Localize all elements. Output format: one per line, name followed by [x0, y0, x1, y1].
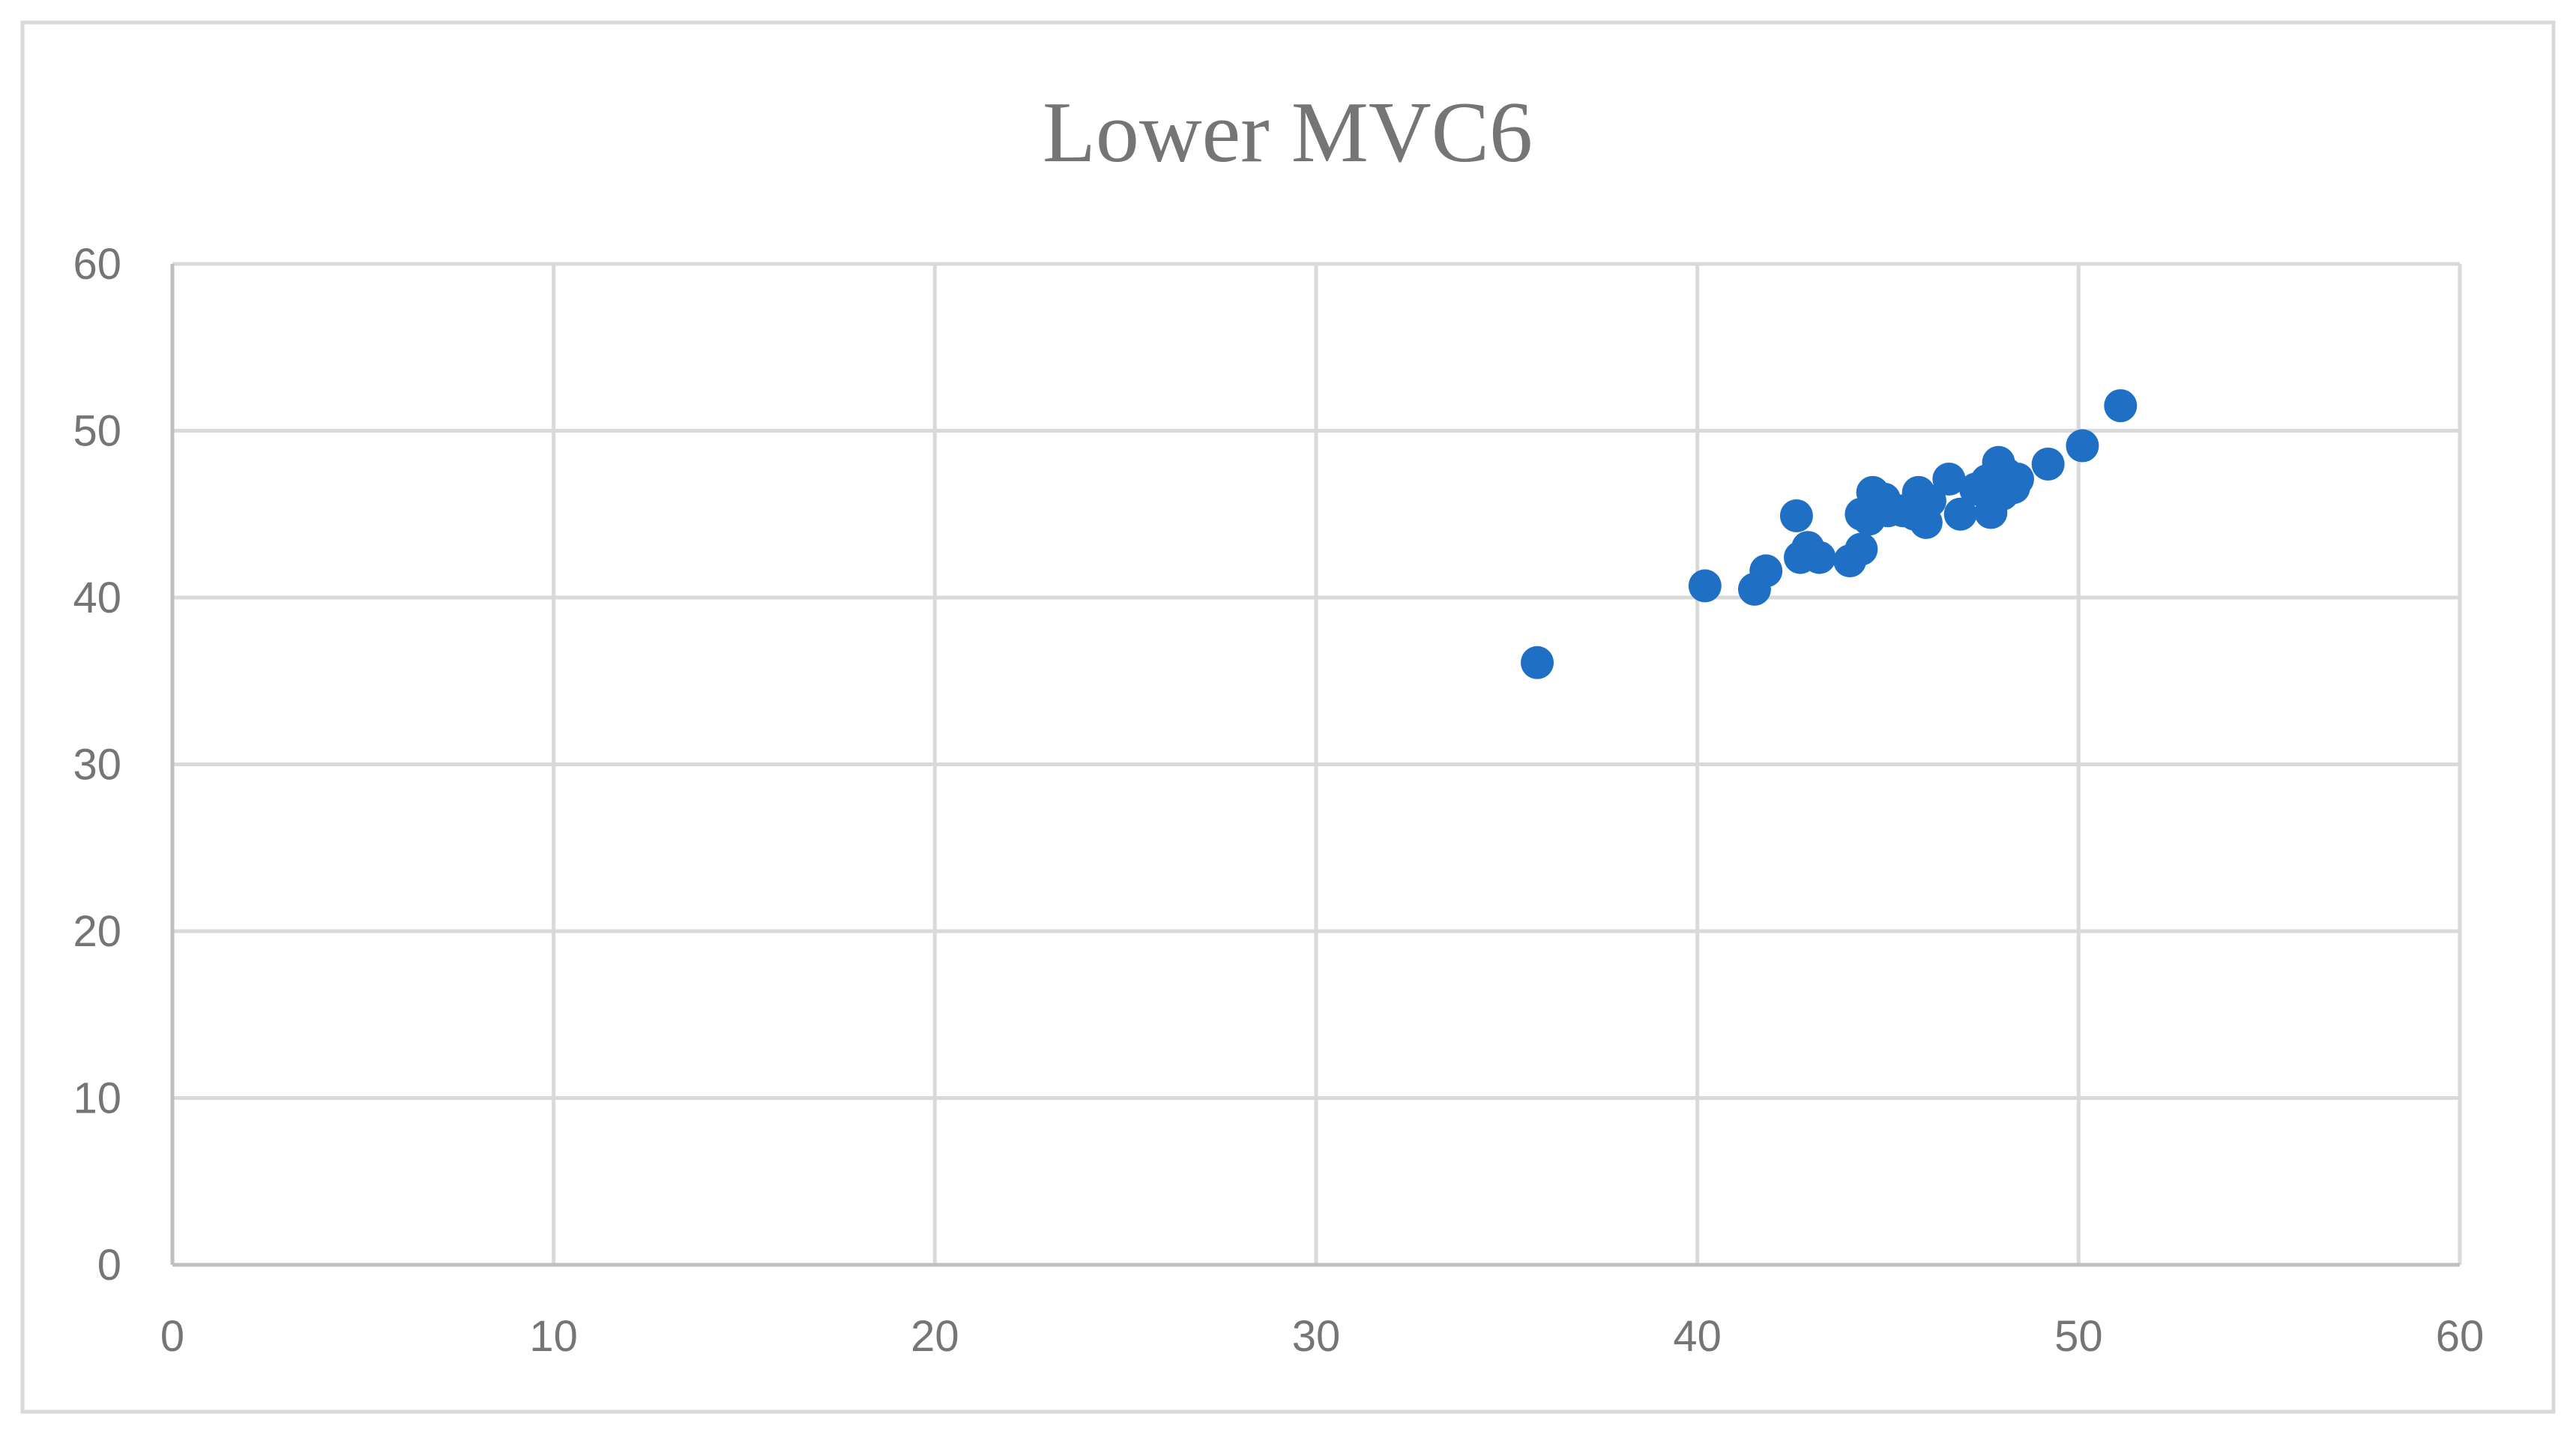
tick-labels: 0 10 20 30 40 50 60 0 10 20 30 40 50 60 — [73, 240, 2484, 1361]
data-point — [1932, 463, 1966, 496]
x-tick-label: 50 — [2054, 1312, 2103, 1361]
data-point — [1844, 532, 1878, 566]
y-tick-label: 40 — [73, 574, 121, 622]
data-point — [2031, 448, 2065, 481]
x-tick-label: 60 — [2436, 1312, 2485, 1361]
data-point — [1779, 499, 1813, 532]
data-point — [1913, 484, 1946, 517]
x-tick-label: 0 — [160, 1312, 184, 1361]
x-tick-label: 30 — [1292, 1312, 1341, 1361]
data-point — [2066, 429, 2099, 463]
data-point — [2000, 463, 2034, 496]
gridlines — [172, 262, 2462, 1265]
y-tick-label: 50 — [73, 407, 121, 456]
y-tick-label: 30 — [73, 741, 121, 789]
data-point — [1803, 541, 1836, 574]
y-tick-label: 0 — [97, 1241, 121, 1290]
y-tick-label: 10 — [73, 1074, 121, 1123]
data-point — [1688, 569, 1722, 603]
y-tick-label: 20 — [73, 907, 121, 956]
data-point — [1521, 646, 1554, 679]
chart-frame — [20, 20, 2556, 1414]
data-point — [1943, 497, 1977, 531]
data-points — [1521, 389, 2138, 679]
axes — [170, 264, 2460, 1267]
x-tick-label: 20 — [911, 1312, 959, 1361]
chart-title: Lower MVC6 — [1043, 85, 1533, 181]
data-point — [2104, 389, 2138, 423]
data-point — [1749, 554, 1783, 588]
y-tick-label: 60 — [73, 240, 121, 289]
x-tick-label: 40 — [1673, 1312, 1722, 1361]
x-tick-label: 10 — [529, 1312, 578, 1361]
